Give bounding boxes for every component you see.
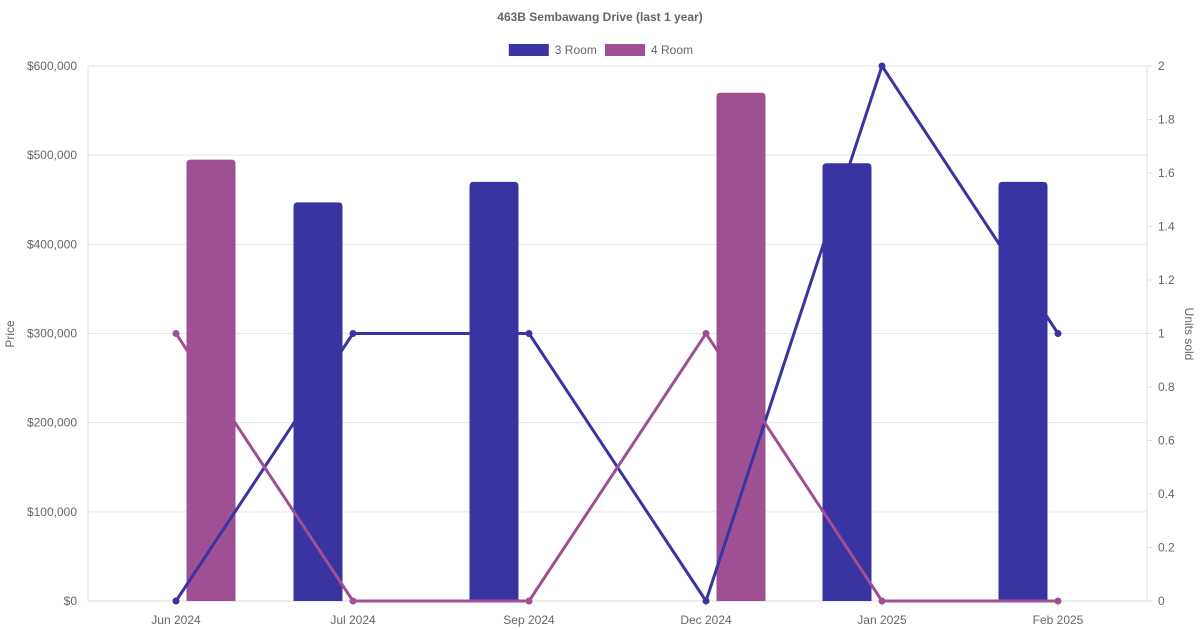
line-point[interactable] (349, 330, 357, 337)
y-left-tick-label: $300,000 (27, 327, 77, 341)
legend-label: 3 Room (555, 43, 597, 57)
x-tick-label: Jul 2024 (330, 613, 376, 627)
line-point[interactable] (878, 597, 886, 605)
line-point[interactable] (702, 597, 710, 605)
y-right-tick-label: 1.8 (1158, 113, 1175, 127)
bar-4-room[interactable] (716, 92, 766, 601)
line-point[interactable] (172, 330, 180, 337)
line-point[interactable] (1054, 330, 1062, 337)
legend-item[interactable]: 4 Room (605, 43, 693, 57)
bar-4-room[interactable] (186, 159, 236, 601)
line-4-room (174, 332, 1058, 603)
y-right-tick-label: 2 (1158, 59, 1165, 73)
x-tick-label: Dec 2024 (680, 613, 732, 627)
y-left-tick-label: $0 (64, 594, 78, 608)
lines (172, 62, 1062, 605)
y-right-tick-label: 0.2 (1158, 541, 1175, 555)
line-point[interactable] (525, 330, 533, 337)
y-right-tick-label: 1 (1158, 327, 1165, 341)
bar-3-room[interactable] (469, 181, 519, 601)
y-left-tick-label: $400,000 (27, 237, 77, 251)
x-tick-label: Sep 2024 (503, 613, 555, 627)
legend-label: 4 Room (651, 43, 693, 57)
y-right-tick-label: 1.4 (1158, 220, 1175, 234)
y-left-tick-label: $100,000 (27, 505, 77, 519)
legend-swatch (605, 44, 645, 56)
y-left-tick-label: $200,000 (27, 416, 77, 430)
y-axis-right-title: Units sold (1182, 308, 1196, 361)
legend-swatch (508, 44, 549, 56)
x-tick-label: Jun 2024 (151, 613, 201, 627)
y-right-tick-label: 1.6 (1158, 166, 1175, 180)
legend[interactable]: 3 Room 4 Room (508, 43, 693, 57)
y-axis-left-title: Price (3, 320, 17, 348)
line-point[interactable] (702, 330, 710, 337)
line-point[interactable] (1054, 597, 1062, 605)
legend-item[interactable]: 3 Room (508, 43, 597, 57)
y-right-tick-label: 0.6 (1158, 434, 1175, 448)
bar-3-room[interactable] (822, 163, 872, 602)
line-point[interactable] (525, 597, 533, 605)
bar-3-room[interactable] (998, 181, 1048, 601)
chart-title: 463B Sembawang Drive (last 1 year) (497, 10, 702, 24)
line-point[interactable] (172, 597, 180, 605)
y-right-tick-label: 0.8 (1158, 380, 1175, 394)
line-point[interactable] (878, 62, 886, 70)
y-left-tick-label: $600,000 (27, 59, 77, 73)
x-tick-label: Feb 2025 (1033, 613, 1084, 627)
line-point[interactable] (349, 597, 357, 605)
bars (186, 92, 1048, 602)
y-right-tick-label: 0.4 (1158, 487, 1175, 501)
y-right-tick-label: 0 (1158, 594, 1165, 608)
axes: $0 $100,000 $200,000 $300,000 $400,000 $500,0… (27, 59, 1175, 627)
bar-3-room[interactable] (293, 202, 343, 602)
y-left-tick-label: $500,000 (27, 148, 77, 162)
x-tick-label: Jan 2025 (857, 613, 907, 627)
grid (87, 65, 1152, 606)
y-right-tick-label: 1.2 (1158, 273, 1175, 287)
